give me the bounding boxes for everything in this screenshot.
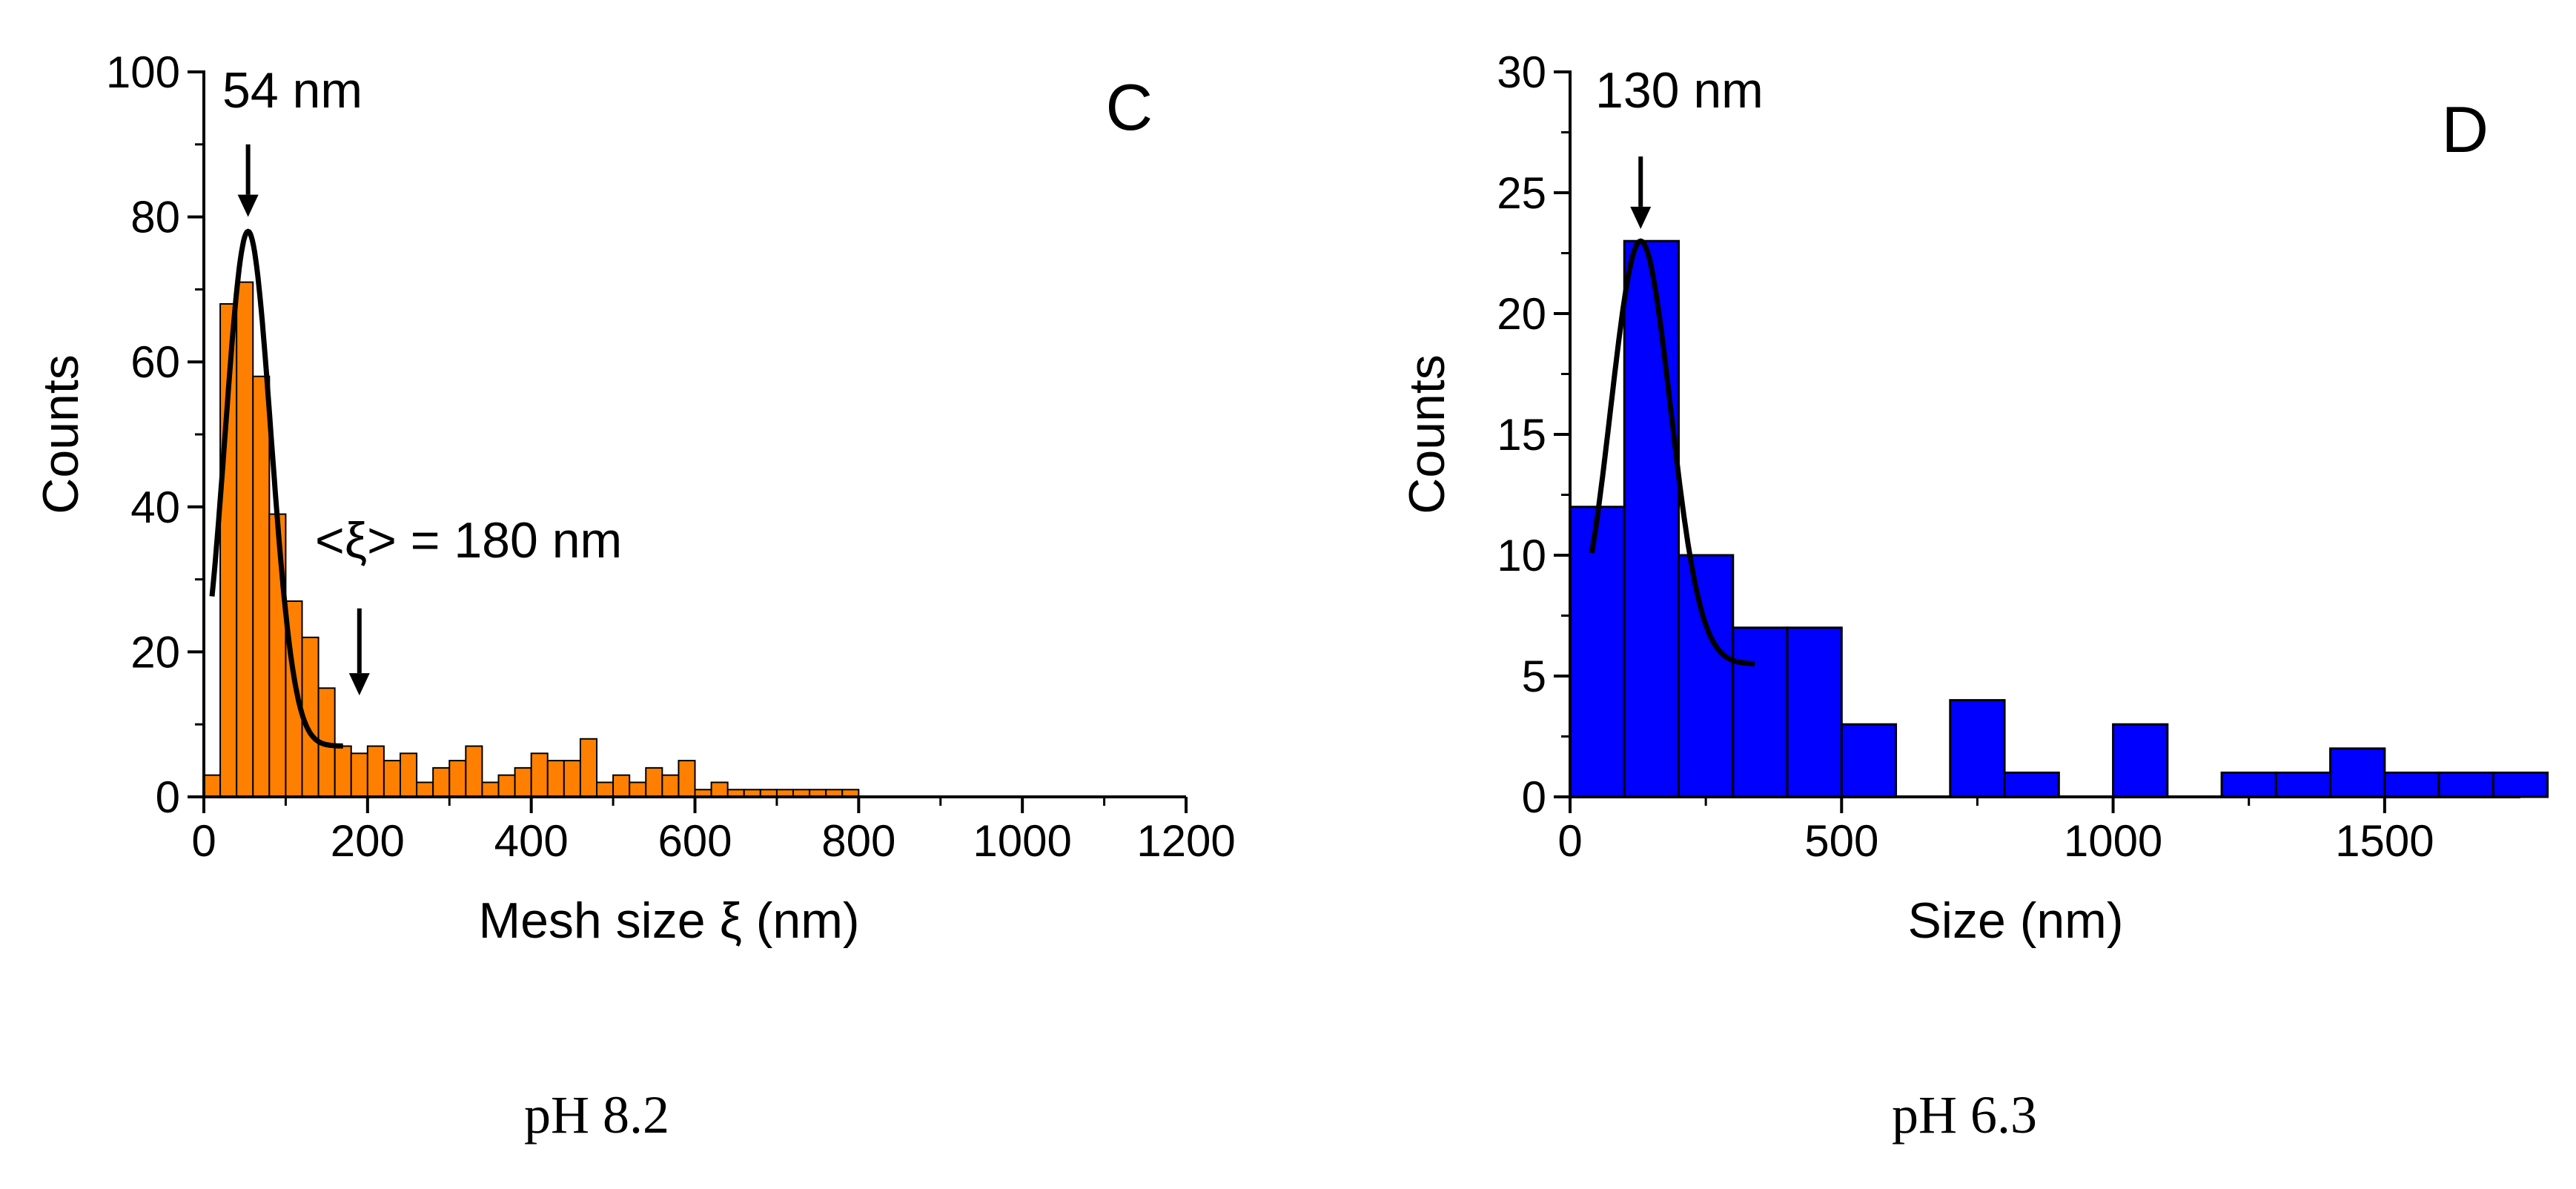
y-tick-label: 0 — [1522, 772, 1546, 822]
y-axis-title: Counts — [1399, 354, 1455, 514]
y-tick-label: 30 — [1497, 47, 1546, 97]
histogram-bar — [203, 774, 222, 798]
histogram-bar — [2220, 771, 2277, 798]
histogram-bar — [678, 760, 696, 798]
gaussian-fit-line — [209, 228, 343, 749]
histogram-bar — [2491, 771, 2549, 798]
x-tick-label: 200 — [331, 816, 405, 866]
histogram-bar — [579, 738, 598, 798]
y-axis-title: Counts — [33, 354, 89, 514]
panel-label: D — [2441, 93, 2489, 166]
x-tick-label: 1500 — [2335, 816, 2434, 866]
histogram-bar — [350, 752, 368, 798]
histogram-bar — [2274, 771, 2332, 798]
annotation-arrow-head — [348, 673, 370, 696]
panel-caption: pH 8.2 — [524, 1085, 669, 1145]
x-tick-label: 400 — [494, 816, 569, 866]
peak-annotation-label: 130 nm — [1595, 62, 1764, 119]
y-tick-label: 80 — [130, 193, 180, 242]
x-tick-label: 600 — [658, 816, 732, 866]
histogram-bar — [546, 760, 565, 798]
x-tick-label: 1000 — [973, 816, 1071, 866]
histogram-bar — [612, 774, 631, 798]
histogram-bar — [252, 375, 271, 798]
histogram-bar — [1840, 723, 1898, 798]
histogram-bar — [366, 745, 385, 798]
histogram-bar — [710, 781, 729, 798]
histogram-bar — [236, 281, 254, 798]
panel-label: C — [1105, 70, 1153, 144]
y-tick-label: 5 — [1522, 652, 1546, 701]
x-tick-label: 1200 — [1136, 816, 1235, 866]
histogram-bar — [400, 752, 418, 798]
panel-d-chart: 0 500 1000 1500 0 5 10 15 20 25 30 Size (nm) Counts D… — [1399, 47, 2549, 1145]
y-tick-label: 100 — [106, 47, 180, 97]
histogram-bar — [645, 766, 663, 798]
histogram-bar — [2329, 747, 2386, 798]
histogram-bar — [563, 760, 581, 798]
histogram-bar — [514, 766, 532, 798]
histogram-bar — [497, 774, 516, 798]
y-tick-label: 20 — [130, 627, 180, 677]
histogram-bar — [596, 781, 615, 798]
x-tick-label: 500 — [1804, 816, 1878, 866]
x-tick-label: 800 — [821, 816, 895, 866]
histogram-bar — [383, 760, 402, 798]
histogram-bar — [1678, 554, 1735, 798]
histogram-bar — [334, 745, 352, 798]
histogram-bar — [661, 774, 680, 798]
histogram-bar — [629, 781, 647, 798]
x-axis-title: Size (nm) — [1908, 892, 2124, 949]
histogram-bar — [448, 760, 467, 798]
histogram-bar — [1569, 506, 1626, 798]
histogram-bar — [1732, 626, 1789, 798]
x-axis-title: Mesh size ξ (nm) — [478, 892, 859, 949]
histogram-bar — [530, 752, 549, 798]
y-tick-label: 60 — [130, 337, 180, 387]
histogram-bar — [1949, 699, 2006, 798]
histogram-bar — [268, 513, 287, 798]
y-tick-label: 15 — [1497, 410, 1546, 460]
panel-c-chart: 0 200 400 600 800 1000 1200 0 20 40 60 80 100 Mesh si… — [33, 47, 1236, 1145]
annotation-arrow-head — [237, 194, 259, 217]
histogram-bar — [1623, 239, 1681, 798]
histogram-bar — [481, 781, 500, 798]
gaussian-fit-line — [1589, 238, 1755, 666]
y-tick-label: 20 — [1497, 289, 1546, 339]
x-tick-label: 0 — [191, 816, 216, 866]
panel-caption: pH 6.3 — [1892, 1085, 2037, 1145]
histogram-bar — [2437, 771, 2494, 798]
y-tick-label: 10 — [1497, 531, 1546, 580]
peak-annotation-label: <ξ> = 180 nm — [315, 512, 622, 569]
peak-annotation-label: 54 nm — [222, 62, 362, 119]
y-tick-label: 0 — [156, 772, 180, 822]
x-tick-label: 0 — [1557, 816, 1582, 866]
x-tick-label: 1000 — [2064, 816, 2162, 866]
histogram-bar — [2383, 771, 2440, 798]
y-tick-label: 25 — [1497, 168, 1546, 218]
histogram-bar — [465, 745, 483, 798]
annotation-arrow-head — [1630, 206, 1652, 229]
histogram-bar — [416, 781, 434, 798]
histogram-bar — [2112, 723, 2169, 798]
y-tick-label: 40 — [130, 483, 180, 532]
histogram-bar — [2003, 771, 2060, 798]
histogram-bar — [1786, 626, 1843, 798]
histogram-bar — [432, 766, 451, 798]
